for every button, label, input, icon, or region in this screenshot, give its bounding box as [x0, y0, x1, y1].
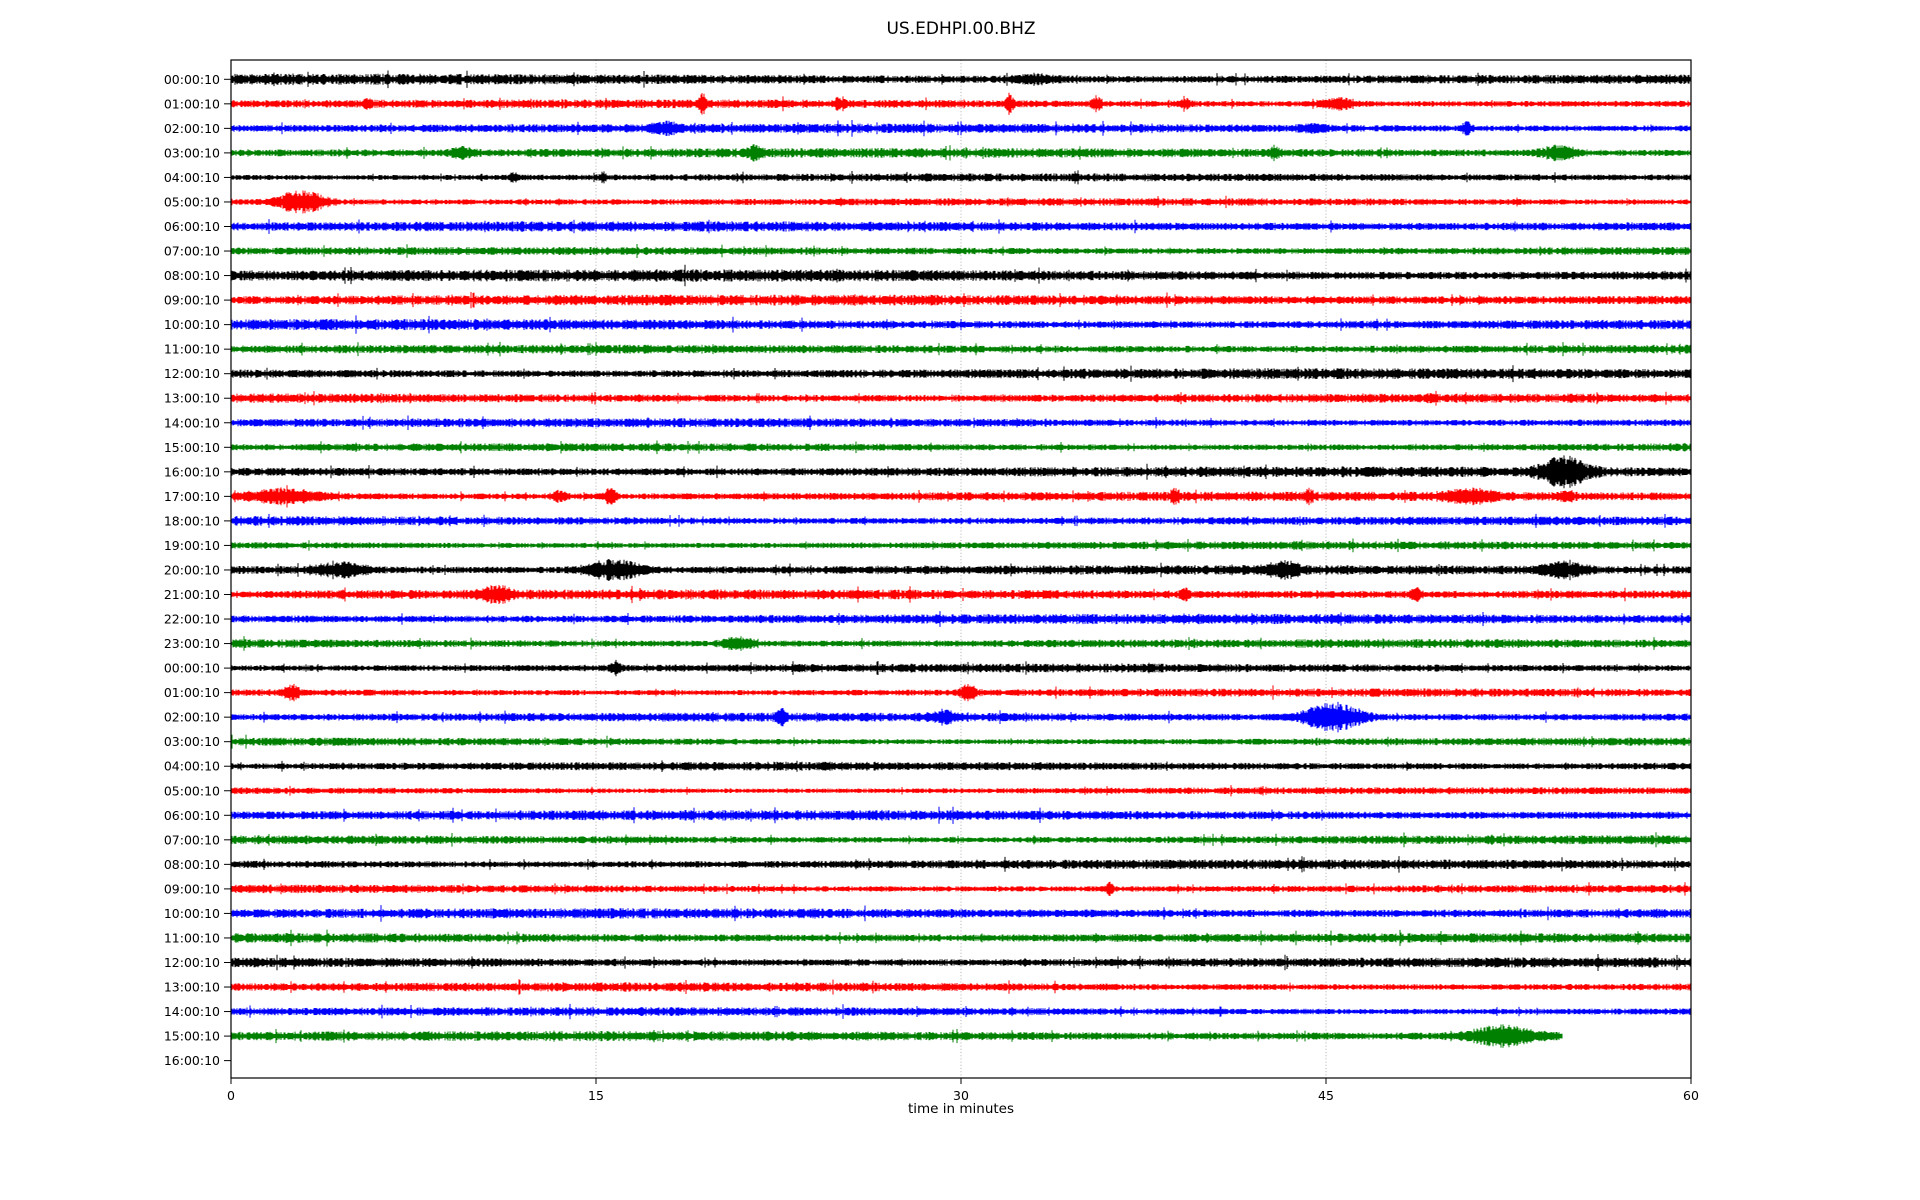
- trace-row-21: [231, 585, 1692, 604]
- y-tick-label: 17:00:10: [164, 489, 220, 504]
- chart-title: US.EDHPI.00.BHZ: [886, 19, 1036, 39]
- trace-row-23: [231, 636, 1692, 651]
- y-tick-label: 04:00:10: [164, 170, 220, 185]
- trace-row-19: [231, 538, 1692, 553]
- trace-row-34: [231, 905, 1692, 922]
- trace-row-28: [231, 760, 1692, 772]
- y-tick-label: 20:00:10: [164, 562, 220, 577]
- y-tick-label: 11:00:10: [164, 930, 220, 945]
- trace-row-12: [231, 365, 1692, 383]
- x-tick-label: 45: [1318, 1088, 1334, 1103]
- trace-row-31: [231, 832, 1692, 848]
- y-tick-label: 14:00:10: [164, 415, 220, 430]
- y-tick-label: 01:00:10: [164, 96, 220, 111]
- y-tick-label: 09:00:10: [164, 881, 220, 896]
- y-tick-label: 08:00:10: [164, 268, 220, 283]
- y-tick-label: 01:00:10: [164, 685, 220, 700]
- trace-row-16: [231, 455, 1692, 489]
- trace-row-39: [231, 1024, 1563, 1048]
- trace-row-20: [231, 559, 1692, 581]
- trace-row-17: [231, 485, 1692, 508]
- x-tick-label: 15: [588, 1088, 604, 1103]
- trace-row-3: [231, 144, 1692, 162]
- trace-row-11: [231, 341, 1692, 357]
- y-tick-label: 14:00:10: [164, 1004, 220, 1019]
- y-tick-label: 22:00:10: [164, 612, 220, 627]
- trace-row-22: [231, 611, 1692, 627]
- y-tick-label: 06:00:10: [164, 808, 220, 823]
- trace-row-32: [231, 856, 1692, 873]
- x-tick-label: 30: [953, 1088, 969, 1103]
- trace-row-24: [231, 659, 1692, 677]
- y-tick-label: 23:00:10: [164, 636, 220, 651]
- y-tick-label: 15:00:10: [164, 1029, 220, 1044]
- trace-row-29: [231, 785, 1692, 797]
- y-tick-label: 02:00:10: [164, 710, 220, 725]
- y-tick-label: 02:00:10: [164, 121, 220, 136]
- trace-row-37: [231, 979, 1692, 995]
- y-tick-label: 04:00:10: [164, 759, 220, 774]
- x-axis-label: time in minutes: [907, 1101, 1015, 1117]
- trace-row-10: [231, 315, 1692, 334]
- y-tick-label: 12:00:10: [164, 955, 220, 970]
- y-tick-label: 18:00:10: [164, 513, 220, 528]
- plot-border: [230, 59, 1692, 1079]
- trace-row-13: [231, 390, 1692, 406]
- y-tick-label: 05:00:10: [164, 194, 220, 209]
- y-tick-label: 15:00:10: [164, 440, 220, 455]
- y-tick-label: 07:00:10: [164, 244, 220, 259]
- x-tick-label: 60: [1683, 1088, 1699, 1103]
- y-tick-label: 00:00:10: [164, 661, 220, 676]
- trace-row-35: [231, 929, 1692, 947]
- y-tick-label: 07:00:10: [164, 832, 220, 847]
- y-tick-label: 21:00:10: [164, 587, 220, 602]
- trace-row-38: [231, 1003, 1692, 1020]
- trace-row-8: [231, 264, 1692, 287]
- trace-row-26: [231, 701, 1692, 733]
- trace-row-33: [231, 881, 1692, 896]
- y-tick-label: 10:00:10: [164, 317, 220, 332]
- y-tick-label: 12:00:10: [164, 366, 220, 381]
- trace-row-25: [231, 683, 1692, 702]
- trace-row-4: [231, 170, 1692, 185]
- y-tick-label: 05:00:10: [164, 783, 220, 798]
- y-tick-label: 16:00:10: [164, 1053, 220, 1068]
- y-tick-label: 11:00:10: [164, 342, 220, 357]
- trace-row-1: [231, 92, 1692, 115]
- y-tick-label: 03:00:10: [164, 734, 220, 749]
- y-tick-label: 10:00:10: [164, 906, 220, 921]
- trace-row-7: [231, 244, 1692, 258]
- y-tick-label: 13:00:10: [164, 391, 220, 406]
- trace-row-2: [231, 120, 1692, 137]
- y-tick-label: 16:00:10: [164, 464, 220, 479]
- y-tick-label: 08:00:10: [164, 857, 220, 872]
- trace-row-0: [231, 70, 1692, 89]
- y-tick-label: 06:00:10: [164, 219, 220, 234]
- trace-row-6: [231, 219, 1692, 234]
- trace-row-15: [231, 440, 1692, 455]
- y-tick-label: 03:00:10: [164, 145, 220, 160]
- trace-row-9: [231, 292, 1692, 309]
- y-tick-label: 19:00:10: [164, 538, 220, 553]
- trace-row-36: [231, 954, 1692, 971]
- y-tick-label: 00:00:10: [164, 72, 220, 87]
- trace-row-27: [231, 734, 1692, 749]
- trace-row-14: [231, 415, 1692, 430]
- trace-row-5: [231, 190, 1692, 214]
- y-tick-label: 09:00:10: [164, 293, 220, 308]
- trace-row-30: [231, 806, 1692, 824]
- x-tick-label: 0: [227, 1088, 235, 1103]
- trace-row-18: [231, 513, 1692, 528]
- y-tick-label: 13:00:10: [164, 980, 220, 995]
